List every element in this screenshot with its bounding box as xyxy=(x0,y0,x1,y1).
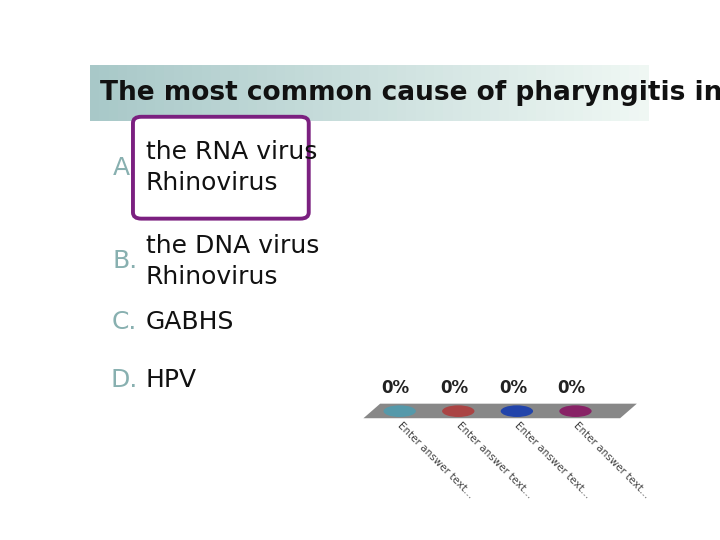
Bar xyxy=(499,65,510,121)
Text: 0%: 0% xyxy=(557,380,585,397)
Bar xyxy=(415,65,426,121)
Ellipse shape xyxy=(500,406,533,417)
Ellipse shape xyxy=(384,406,416,417)
Bar xyxy=(462,65,472,121)
Text: Enter answer text...: Enter answer text... xyxy=(454,420,534,500)
Bar xyxy=(639,65,649,121)
Bar xyxy=(434,65,444,121)
Bar xyxy=(406,65,417,121)
Bar xyxy=(453,65,463,121)
Bar xyxy=(378,65,389,121)
Text: Enter answer text...: Enter answer text... xyxy=(513,420,593,500)
Ellipse shape xyxy=(559,406,592,417)
Bar xyxy=(276,65,287,121)
Bar xyxy=(174,65,184,121)
Bar xyxy=(285,65,296,121)
Bar xyxy=(239,65,249,121)
Bar xyxy=(397,65,408,121)
Bar xyxy=(508,65,519,121)
Text: 0%: 0% xyxy=(499,380,527,397)
Bar xyxy=(90,121,648,481)
Text: 0%: 0% xyxy=(441,380,469,397)
Bar xyxy=(574,65,584,121)
Bar xyxy=(341,65,351,121)
Text: D.: D. xyxy=(110,368,138,392)
Bar xyxy=(629,65,640,121)
Bar xyxy=(481,65,491,121)
Bar xyxy=(611,65,621,121)
Bar xyxy=(425,65,435,121)
Text: Enter answer text...: Enter answer text... xyxy=(396,420,476,500)
Bar xyxy=(183,65,194,121)
Text: Enter answer text...: Enter answer text... xyxy=(572,420,652,500)
Bar xyxy=(387,65,398,121)
Bar xyxy=(369,65,379,121)
Text: the DNA virus
Rhinovirus: the DNA virus Rhinovirus xyxy=(145,234,319,288)
Text: A.: A. xyxy=(113,156,138,180)
Bar xyxy=(109,65,119,121)
Bar xyxy=(155,65,166,121)
Bar xyxy=(118,65,128,121)
Text: The most common cause of pharyngitis in adults is: The most common cause of pharyngitis in … xyxy=(100,80,720,106)
Bar xyxy=(137,65,147,121)
Bar xyxy=(145,65,156,121)
Bar xyxy=(536,65,546,121)
Bar xyxy=(555,65,565,121)
Bar xyxy=(332,65,342,121)
Bar xyxy=(258,65,268,121)
Bar xyxy=(99,65,109,121)
Text: B.: B. xyxy=(112,249,138,273)
Bar xyxy=(593,65,603,121)
Bar xyxy=(527,65,538,121)
Bar xyxy=(304,65,315,121)
Bar xyxy=(127,65,138,121)
Bar xyxy=(546,65,556,121)
FancyBboxPatch shape xyxy=(133,117,309,219)
Bar xyxy=(323,65,333,121)
Bar xyxy=(472,65,482,121)
Text: 0%: 0% xyxy=(382,380,410,397)
Bar xyxy=(351,65,361,121)
Bar xyxy=(360,65,370,121)
Text: the RNA virus
Rhinovirus: the RNA virus Rhinovirus xyxy=(145,140,318,195)
Bar xyxy=(211,65,221,121)
Bar xyxy=(564,65,575,121)
Text: HPV: HPV xyxy=(145,368,197,392)
Bar xyxy=(313,65,323,121)
Bar xyxy=(220,65,230,121)
Bar xyxy=(620,65,631,121)
Bar xyxy=(90,65,100,121)
Bar xyxy=(294,65,305,121)
Polygon shape xyxy=(364,404,637,418)
Text: C.: C. xyxy=(112,309,138,334)
Bar xyxy=(248,65,258,121)
Bar xyxy=(444,65,454,121)
Bar xyxy=(601,65,612,121)
Bar xyxy=(518,65,528,121)
Bar xyxy=(490,65,500,121)
Bar xyxy=(192,65,203,121)
Bar xyxy=(164,65,175,121)
Bar xyxy=(230,65,240,121)
Text: GABHS: GABHS xyxy=(145,309,234,334)
Bar xyxy=(202,65,212,121)
Bar xyxy=(266,65,277,121)
Bar xyxy=(583,65,593,121)
Ellipse shape xyxy=(442,406,474,417)
